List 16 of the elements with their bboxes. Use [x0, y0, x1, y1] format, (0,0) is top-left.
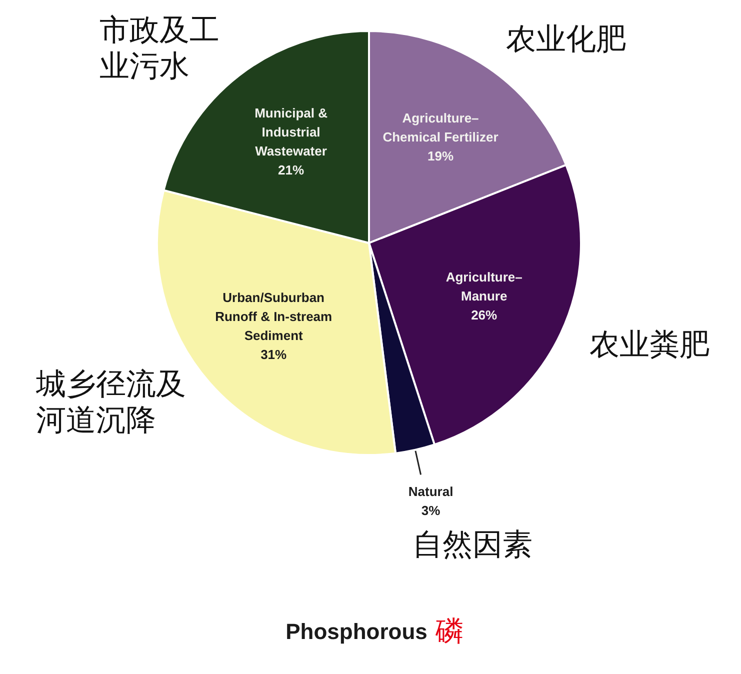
data-label: 3%: [421, 502, 441, 518]
slice-label: Natural: [408, 484, 454, 499]
text: 自然因素: [412, 528, 532, 562]
text: 农业化肥: [506, 23, 626, 56]
data-label: 19%: [427, 148, 454, 164]
text: 市政及工业污水: [100, 14, 220, 84]
text: Phosphorous 磷: [286, 616, 464, 648]
text: 城乡径流及河道沉降: [35, 368, 186, 438]
data-label: 21%: [278, 162, 304, 178]
data-label: 31%: [260, 347, 288, 362]
slice-label: Agriculture–Manure: [446, 270, 522, 304]
slice-label: Municipal & Industrial Wastewater: [254, 106, 328, 159]
text: 农业粪肥: [590, 328, 710, 362]
data-label: 26%: [471, 308, 498, 323]
slice-label: Urban/Suburban Runoff & In-stream Sediment: [215, 290, 332, 344]
slice-label: Agriculture–Chemical Fertilizer: [382, 110, 498, 144]
